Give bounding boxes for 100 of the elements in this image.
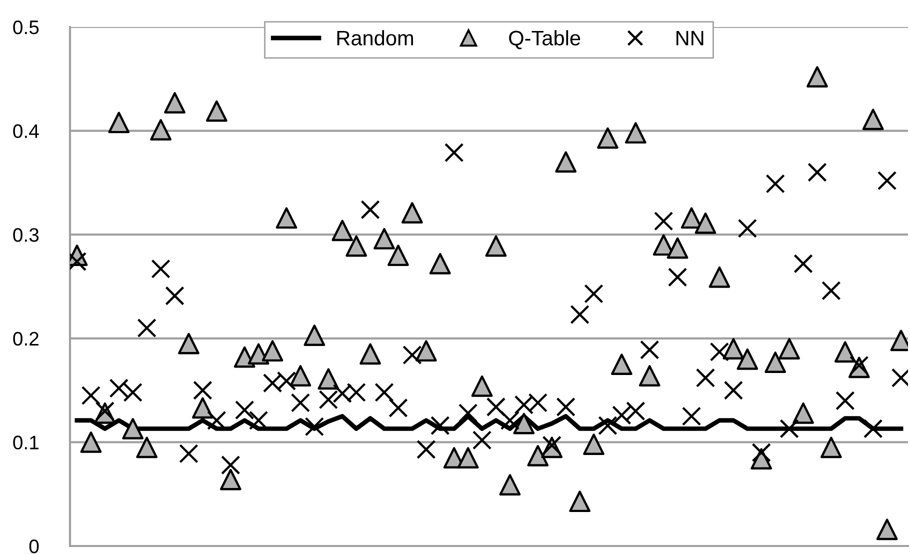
point — [402, 202, 423, 224]
point — [666, 237, 688, 259]
point — [597, 127, 618, 149]
point — [360, 343, 381, 365]
point — [694, 212, 716, 234]
y-tick-label: 0.2 — [13, 332, 38, 346]
point — [164, 92, 186, 114]
point — [736, 348, 758, 370]
point — [500, 410, 520, 430]
point — [416, 440, 436, 460]
point — [612, 406, 632, 425]
point — [179, 444, 198, 464]
point — [150, 119, 172, 140]
point — [137, 318, 156, 338]
point — [122, 418, 144, 440]
point — [766, 174, 785, 194]
point — [290, 365, 312, 386]
point — [415, 340, 437, 362]
point — [388, 244, 409, 266]
point — [220, 468, 242, 490]
point — [806, 66, 828, 88]
point — [221, 455, 240, 475]
point — [207, 410, 226, 430]
point — [430, 416, 450, 436]
point — [346, 235, 367, 257]
point — [834, 341, 856, 363]
point — [458, 404, 478, 423]
point — [738, 218, 757, 238]
point — [332, 220, 354, 242]
point — [276, 207, 298, 229]
legend-label: NN — [676, 30, 704, 46]
point — [472, 430, 492, 450]
point — [151, 259, 170, 278]
point — [668, 268, 688, 287]
point — [570, 304, 590, 324]
point — [485, 235, 507, 257]
point — [626, 401, 646, 421]
point — [792, 402, 814, 424]
point — [444, 142, 464, 162]
point — [248, 410, 268, 430]
point — [654, 211, 674, 231]
point — [542, 436, 562, 455]
point — [710, 342, 730, 362]
point — [108, 112, 130, 134]
point — [876, 518, 898, 540]
point — [206, 100, 228, 122]
y-tick-label: 0.5 — [13, 20, 39, 34]
point — [778, 338, 800, 360]
point — [724, 380, 744, 400]
point — [499, 474, 521, 496]
point — [360, 200, 380, 220]
point — [471, 375, 493, 397]
point — [527, 445, 549, 466]
point — [192, 397, 214, 419]
point — [682, 406, 702, 426]
point — [780, 419, 799, 438]
point — [486, 397, 506, 417]
point — [290, 393, 310, 412]
point — [80, 432, 102, 453]
point — [624, 122, 646, 144]
point — [836, 391, 855, 410]
point — [696, 368, 716, 388]
point — [556, 397, 576, 417]
point — [123, 382, 142, 402]
point — [555, 151, 576, 173]
point — [611, 354, 632, 376]
point — [877, 171, 897, 190]
point — [862, 108, 884, 130]
point — [374, 228, 395, 250]
point — [234, 400, 254, 420]
y-tick-label: 0.4 — [13, 124, 39, 138]
point — [388, 398, 408, 418]
point — [165, 286, 184, 306]
point — [402, 345, 422, 365]
point — [569, 490, 590, 512]
point — [598, 416, 618, 436]
point — [193, 380, 212, 400]
legend-label: Random — [337, 30, 413, 46]
point — [820, 436, 842, 458]
point — [178, 332, 200, 354]
y-tick-label: 0 — [29, 539, 39, 554]
point — [318, 390, 338, 410]
point — [794, 254, 813, 274]
point — [513, 412, 535, 434]
point — [304, 417, 324, 436]
point — [81, 386, 101, 406]
point — [248, 343, 270, 365]
point — [808, 162, 827, 182]
point — [318, 368, 340, 390]
y-tick-label: 0.1 — [13, 436, 38, 450]
legend-label: Q-Table — [509, 30, 580, 50]
point — [374, 382, 394, 402]
point — [822, 281, 841, 300]
point — [429, 252, 451, 274]
point — [708, 266, 730, 288]
point — [752, 442, 771, 462]
point — [262, 340, 284, 362]
point — [722, 338, 744, 360]
point — [109, 378, 128, 398]
point — [638, 365, 660, 386]
